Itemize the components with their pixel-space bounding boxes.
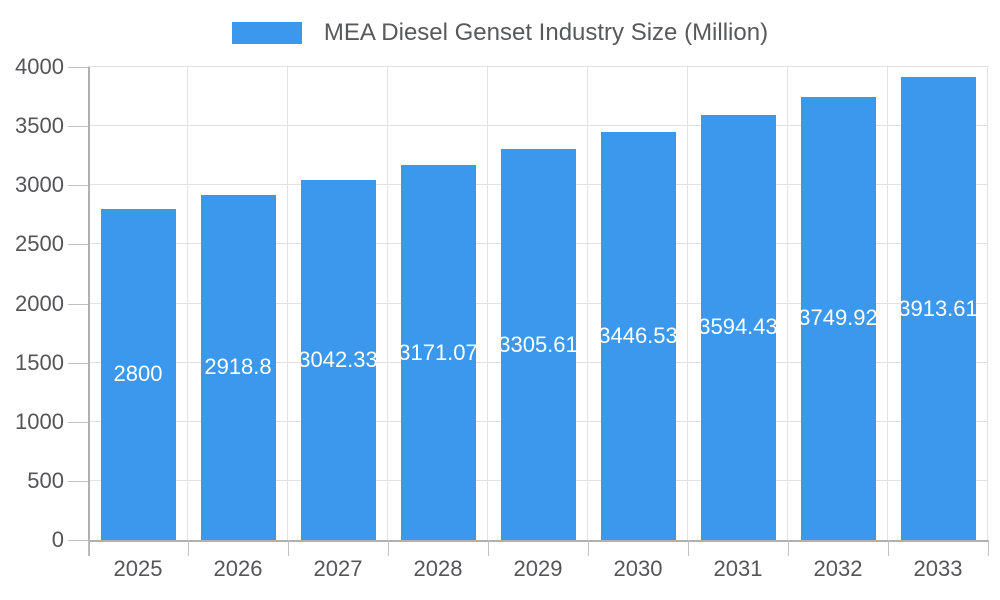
y-axis-line: [88, 67, 90, 556]
v-gridline-7: [787, 67, 788, 540]
y-tick-label-1000: 1000: [15, 408, 64, 434]
v-gridline-2: [287, 67, 288, 540]
bar-2033[interactable]: 3913.61: [900, 77, 976, 540]
bar-2028[interactable]: 3171.07: [400, 165, 476, 540]
y-tick-label-3000: 3000: [15, 172, 64, 198]
x-tick-label-2032: 2032: [813, 556, 863, 581]
x-axis-line: [88, 540, 988, 542]
v-gridline-1: [187, 67, 188, 540]
x-tick-mark-2: [288, 540, 289, 556]
bar-2025[interactable]: 2800: [100, 208, 176, 540]
bar-value-label-2033: 3913.61: [900, 295, 976, 321]
bar-value-label-2026: 2918.8: [204, 354, 272, 380]
y-tick-label-0: 0: [51, 527, 64, 552]
bar-2027[interactable]: 3042.33: [300, 180, 376, 540]
x-tick-label-2033: 2033: [913, 556, 963, 581]
v-gridline-3: [387, 67, 388, 540]
plot-area: 2800 2918.8 3042.33 3171.07 3305.61 3446.53 35…: [88, 66, 988, 556]
y-tick-mark-3000: [68, 185, 88, 187]
bar-value-label-2028: 3171.07: [400, 339, 476, 365]
bar-value-label-2025: 2800: [113, 361, 163, 387]
x-tick-label-2030: 2030: [613, 556, 663, 581]
v-gridline-5: [587, 67, 588, 540]
x-tick-mark-7: [788, 540, 789, 556]
bar-2031[interactable]: 3594.43: [700, 114, 776, 540]
y-tick-mark-0: [68, 540, 88, 541]
bar-2026[interactable]: 2918.8: [200, 194, 276, 540]
x-tick-mark-8: [888, 540, 889, 556]
h-gridline-4000: [88, 66, 988, 67]
y-tick-label-2500: 2500: [15, 231, 64, 257]
y-tick-label-4000: 4000: [15, 54, 64, 79]
y-tick-mark-500: [68, 480, 88, 482]
y-tick-label-500: 500: [27, 467, 64, 493]
v-gridline-6: [687, 67, 688, 540]
v-gridline-4: [487, 67, 488, 540]
bar-value-label-2032: 3749.92: [800, 305, 876, 331]
bar-value-label-2029: 3305.61: [500, 331, 576, 357]
y-tick-label-1500: 1500: [15, 349, 64, 375]
y-tick-label-3500: 3500: [15, 113, 64, 139]
legend-swatch-icon: [231, 22, 302, 44]
y-tick-mark-4000: [68, 67, 88, 68]
x-tick-mark-3: [388, 540, 389, 556]
y-tick-mark-2000: [68, 303, 88, 305]
x-tick-mark-6: [688, 540, 689, 556]
x-tick-mark-9: [988, 540, 989, 556]
x-tick-mark-4: [488, 540, 489, 556]
bar-2030[interactable]: 3446.53: [600, 132, 676, 540]
chart-legend[interactable]: MEA Diesel Genset Industry Size (Million…: [0, 18, 1000, 48]
bar-2032[interactable]: 3749.92: [800, 96, 876, 540]
bar-value-label-2031: 3594.43: [700, 314, 776, 340]
h-gridline-3500: [88, 125, 988, 127]
x-tick-label-2026: 2026: [213, 556, 263, 581]
x-tick-label-2028: 2028: [413, 556, 463, 581]
y-tick-mark-3500: [68, 126, 88, 128]
x-tick-label-2029: 2029: [513, 556, 563, 581]
bar-2029[interactable]: 3305.61: [500, 149, 576, 540]
v-gridline-8: [887, 67, 888, 540]
x-tick-label-2027: 2027: [313, 556, 363, 581]
y-tick-mark-1500: [68, 362, 88, 364]
x-tick-mark-1: [188, 540, 189, 556]
x-tick-label-2031: 2031: [713, 556, 763, 581]
y-tick-label-2000: 2000: [15, 290, 64, 316]
v-gridline-9: [987, 67, 988, 540]
legend-series-label: MEA Diesel Genset Industry Size (Million…: [323, 19, 769, 46]
x-tick-mark-5: [588, 540, 589, 556]
y-tick-mark-2500: [68, 244, 88, 246]
bar-value-label-2027: 3042.33: [300, 347, 376, 373]
bar-value-label-2030: 3446.53: [600, 323, 676, 349]
y-tick-mark-1000: [68, 421, 88, 423]
x-tick-label-2025: 2025: [113, 556, 163, 581]
x-tick-mark-0: [88, 540, 89, 556]
